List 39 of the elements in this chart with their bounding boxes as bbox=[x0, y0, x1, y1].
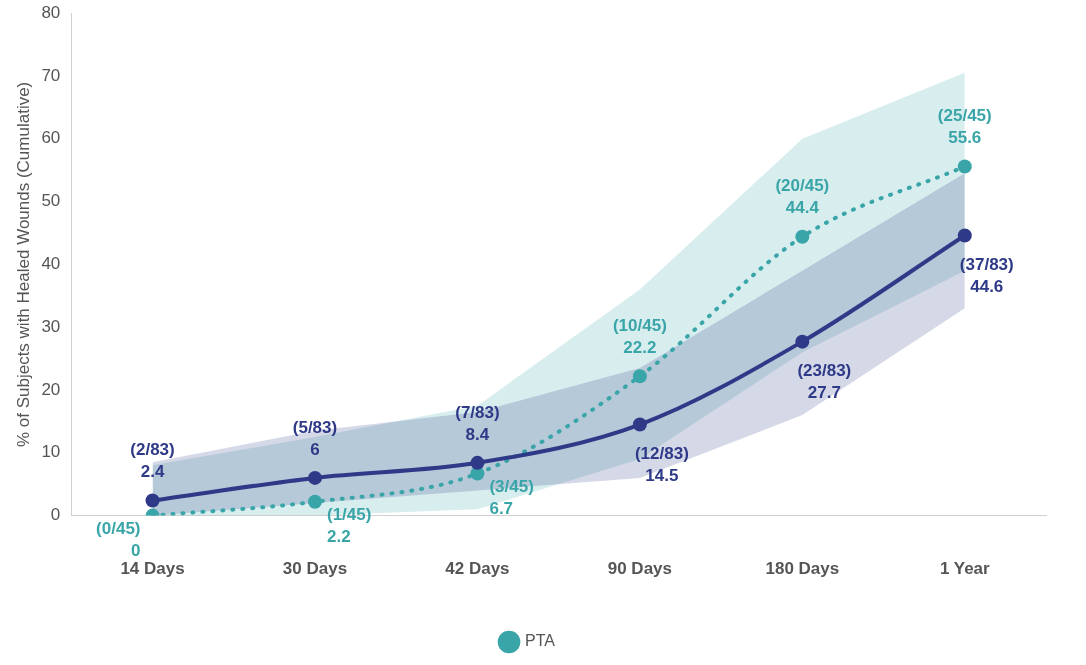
data-label: (12/83) 14.5 bbox=[634, 444, 689, 486]
data-label: (1/45) 2.2 bbox=[326, 505, 372, 547]
y-tick-label: 30 bbox=[41, 316, 61, 336]
y-tick-label: 10 bbox=[41, 442, 61, 462]
x-tick-label: 90 Days bbox=[607, 559, 673, 579]
data-label: (37/83) 44.6 bbox=[959, 255, 1014, 297]
y-tick-label: 60 bbox=[41, 128, 61, 148]
y-tick-label: 0 bbox=[50, 505, 61, 525]
data-label: (3/45) 6.7 bbox=[489, 477, 534, 519]
point bbox=[957, 159, 972, 174]
point bbox=[632, 369, 647, 384]
point bbox=[632, 417, 647, 432]
point bbox=[307, 470, 322, 485]
data-label: (10/45) 22.2 bbox=[612, 315, 667, 357]
x-tick-label: 30 Days bbox=[282, 559, 348, 579]
point bbox=[145, 493, 160, 508]
data-label: (2/83) 2.4 bbox=[130, 440, 175, 482]
point bbox=[470, 455, 485, 470]
y-axis-title: % of Subjects with Healed Wounds (Cumulative) bbox=[13, 81, 33, 448]
point bbox=[957, 228, 972, 243]
data-label: (0/45) 0 bbox=[96, 519, 141, 561]
x-tick-label: 180 Days bbox=[765, 559, 840, 579]
data-label: (20/45) 44.4 bbox=[775, 176, 830, 218]
point bbox=[795, 229, 810, 244]
y-tick-label: 70 bbox=[41, 65, 61, 85]
y-tick-label: 20 bbox=[41, 379, 61, 399]
x-tick-label: 1 Year bbox=[939, 559, 991, 579]
point bbox=[307, 494, 322, 509]
x-tick-label: 14 Days bbox=[120, 559, 185, 579]
x-tick-label: 42 Days bbox=[445, 559, 510, 579]
data-label: (23/83) 27.7 bbox=[797, 361, 852, 403]
y-tick-label: 50 bbox=[41, 191, 61, 211]
data-label: (5/83) 6 bbox=[292, 417, 338, 459]
y-tick-label: 80 bbox=[41, 2, 61, 22]
data-label: (25/45) 55.6 bbox=[937, 106, 992, 148]
y-tick-label: 40 bbox=[41, 254, 61, 274]
legend-label: PTA bbox=[525, 632, 556, 650]
data-label: (7/83) 8.4 bbox=[455, 402, 500, 444]
point bbox=[795, 334, 810, 349]
